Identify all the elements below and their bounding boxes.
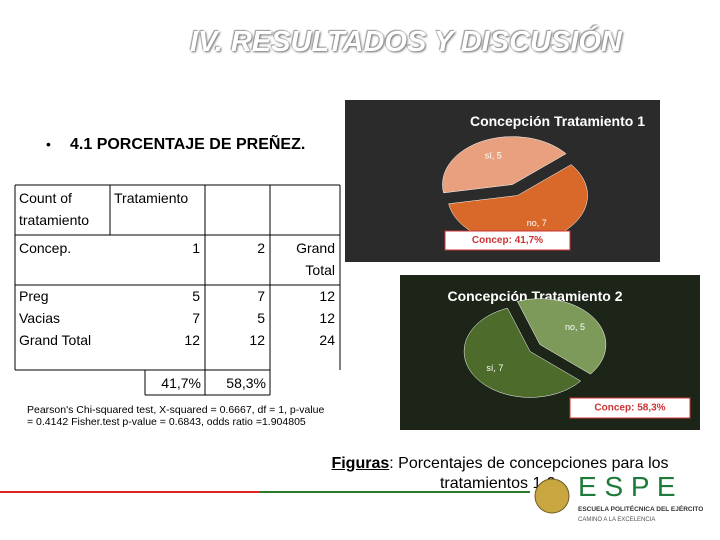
pie-chart: Concepción Tratamiento 1 sí, 5 no, 7 Concep… bbox=[345, 100, 660, 262]
logo-name: E S P E bbox=[578, 471, 676, 502]
row-label: Vacias bbox=[19, 310, 60, 326]
logo: E S P E ESCUELA POLITÉCNICA DEL EJÉRCITO… bbox=[534, 471, 703, 523]
table-corner: Count of tratamiento bbox=[19, 190, 90, 228]
bullet: • bbox=[46, 136, 51, 152]
pie-slice bbox=[516, 298, 607, 375]
table-cell: 7 bbox=[257, 288, 265, 304]
slice-label: no, 7 bbox=[527, 218, 547, 228]
caption: Figuras: Porcentajes de concepciones par… bbox=[330, 454, 670, 494]
caption-label: Figuras bbox=[331, 455, 390, 472]
logo-emblem bbox=[534, 478, 570, 514]
slice-label: no, 5 bbox=[565, 322, 585, 332]
annotation: Concep: 41,7% bbox=[472, 235, 543, 246]
logo-motto: CAMINO A LA EXCELENCIA bbox=[578, 517, 655, 523]
logo-school: ESCUELA POLITÉCNICA DEL EJÉRCITO bbox=[578, 504, 703, 513]
row-label: Grand Total bbox=[19, 332, 92, 348]
stats-text: Pearson's Chi-squared test, X-squared = … bbox=[27, 404, 325, 428]
table-cell: 7 bbox=[192, 310, 200, 326]
column-group: Tratamiento bbox=[114, 190, 189, 206]
chart-title: Concepción Tratamiento 1 bbox=[470, 113, 645, 129]
pie-chart: Concepción Tratamiento 2 no, 5 sí, 7 Concep… bbox=[400, 275, 700, 430]
section-heading: 4.1 PORCENTAJE DE PREÑEZ. bbox=[70, 136, 306, 153]
annotation-box bbox=[569, 397, 691, 419]
table-cell: 5 bbox=[257, 310, 265, 326]
annotation-box bbox=[444, 230, 571, 251]
column-header: 1 bbox=[192, 240, 200, 256]
slice-label: sí, 5 bbox=[485, 151, 502, 161]
table-cell: 5 bbox=[192, 288, 200, 304]
table-cell: 12 bbox=[184, 332, 200, 348]
caption-text: : Porcentajes de concepciones para los t… bbox=[389, 455, 669, 492]
annotation: Concep: 58,3% bbox=[594, 403, 665, 414]
pie-slice bbox=[442, 136, 567, 194]
slice-label: sí, 7 bbox=[486, 363, 503, 373]
row-header: Concep. bbox=[19, 240, 72, 256]
percentage: 58,3% bbox=[226, 375, 266, 391]
table-cell: 24 bbox=[319, 332, 335, 348]
table-cell: 12 bbox=[319, 310, 335, 326]
row-label: Preg bbox=[19, 288, 49, 304]
percentage: 41,7% bbox=[161, 375, 201, 391]
table-cell: 12 bbox=[319, 288, 335, 304]
chart-title: Concepción Tratamiento 2 bbox=[447, 288, 622, 304]
column-header: Grand Total bbox=[296, 240, 335, 278]
pie-slice bbox=[463, 307, 582, 398]
column-header: 2 bbox=[257, 240, 265, 256]
slide-title: IV. RESULTADOS Y DISCUSIÓN bbox=[190, 26, 622, 58]
table-cell: 12 bbox=[249, 332, 265, 348]
